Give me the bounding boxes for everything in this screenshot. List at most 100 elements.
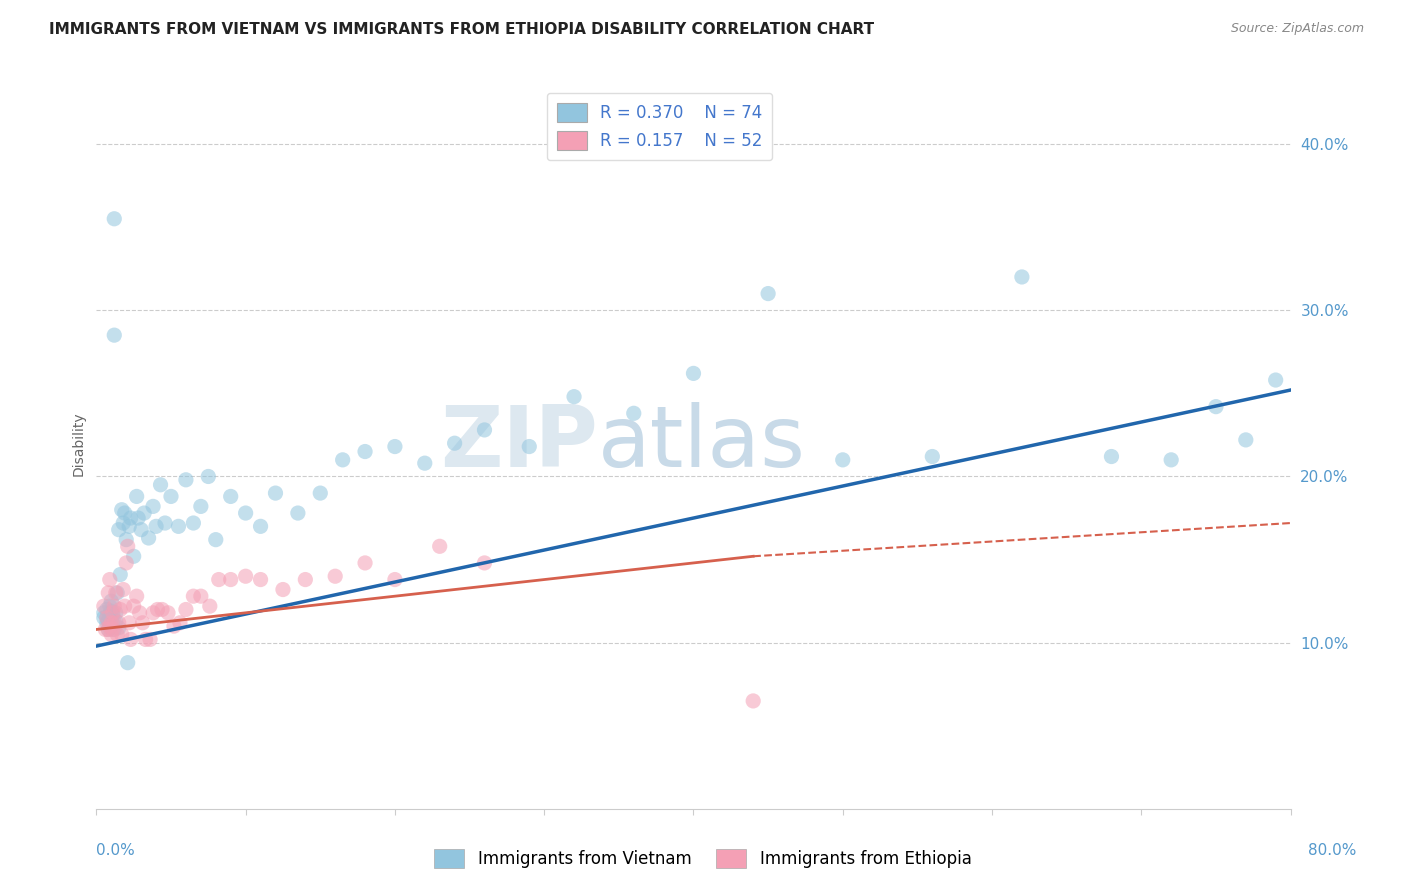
- Point: [104, 614, 127, 628]
- Point: [103, 623, 125, 637]
- Point: [413, 456, 436, 470]
- Point: [756, 286, 779, 301]
- Point: [1160, 453, 1182, 467]
- Point: [169, 615, 191, 630]
- Point: [115, 556, 138, 570]
- Point: [294, 573, 316, 587]
- Point: [249, 519, 271, 533]
- Point: [384, 573, 406, 587]
- Point: [107, 615, 129, 630]
- Point: [100, 627, 122, 641]
- Point: [1205, 400, 1227, 414]
- Point: [100, 604, 122, 618]
- Text: Source: ZipAtlas.com: Source: ZipAtlas.com: [1230, 22, 1364, 36]
- Point: [122, 599, 145, 614]
- Point: [219, 573, 242, 587]
- Text: IMMIGRANTS FROM VIETNAM VS IMMIGRANTS FROM ETHIOPIA DISABILITY CORRELATION CHART: IMMIGRANTS FROM VIETNAM VS IMMIGRANTS FR…: [49, 22, 875, 37]
- Point: [100, 619, 122, 633]
- Point: [160, 490, 183, 504]
- Point: [183, 516, 205, 530]
- Point: [101, 606, 124, 620]
- Point: [100, 594, 122, 608]
- Point: [97, 614, 120, 628]
- Point: [96, 602, 118, 616]
- Point: [110, 602, 132, 616]
- Point: [517, 440, 540, 454]
- Point: [623, 406, 645, 420]
- Point: [114, 506, 136, 520]
- Point: [831, 453, 853, 467]
- Point: [354, 556, 377, 570]
- Point: [110, 567, 132, 582]
- Point: [101, 607, 124, 622]
- Point: [174, 473, 197, 487]
- Point: [235, 506, 257, 520]
- Point: [198, 599, 221, 614]
- Point: [105, 586, 128, 600]
- Point: [101, 617, 124, 632]
- Point: [142, 500, 165, 514]
- Text: 80.0%: 80.0%: [1309, 843, 1357, 858]
- Point: [153, 516, 176, 530]
- Point: [384, 440, 406, 454]
- Point: [122, 549, 145, 564]
- Point: [98, 619, 121, 633]
- Point: [97, 623, 120, 637]
- Point: [98, 621, 121, 635]
- Point: [139, 632, 162, 647]
- Point: [138, 531, 160, 545]
- Point: [98, 573, 121, 587]
- Point: [96, 615, 118, 630]
- Point: [287, 506, 309, 520]
- Point: [235, 569, 257, 583]
- Point: [120, 511, 142, 525]
- Point: [125, 589, 148, 603]
- Point: [1234, 433, 1257, 447]
- Point: [135, 632, 157, 647]
- Point: [354, 444, 377, 458]
- Point: [332, 453, 354, 467]
- Point: [112, 516, 135, 530]
- Point: [249, 573, 271, 587]
- Point: [190, 500, 212, 514]
- Point: [208, 573, 231, 587]
- Point: [115, 533, 138, 547]
- Point: [474, 556, 496, 570]
- Point: [98, 609, 121, 624]
- Point: [96, 611, 118, 625]
- Point: [429, 539, 451, 553]
- Text: ZIP: ZIP: [440, 401, 598, 484]
- Point: [100, 612, 122, 626]
- Point: [112, 582, 135, 597]
- Point: [264, 486, 287, 500]
- Point: [145, 519, 167, 533]
- Point: [93, 599, 115, 614]
- Point: [103, 211, 125, 226]
- Point: [93, 606, 115, 620]
- Point: [167, 519, 190, 533]
- Point: [114, 599, 136, 614]
- Point: [118, 519, 141, 533]
- Point: [103, 599, 125, 614]
- Point: [146, 602, 169, 616]
- Point: [443, 436, 465, 450]
- Point: [101, 623, 124, 637]
- Point: [682, 367, 704, 381]
- Point: [309, 486, 332, 500]
- Point: [219, 490, 242, 504]
- Point: [107, 621, 129, 635]
- Point: [103, 328, 125, 343]
- Point: [93, 611, 115, 625]
- Point: [105, 627, 128, 641]
- Point: [562, 390, 585, 404]
- Point: [271, 582, 294, 597]
- Point: [183, 589, 205, 603]
- Point: [120, 632, 142, 647]
- Point: [134, 506, 156, 520]
- Point: [197, 469, 219, 483]
- Point: [104, 606, 127, 620]
- Point: [117, 656, 139, 670]
- Point: [104, 586, 127, 600]
- Point: [94, 623, 117, 637]
- Point: [174, 602, 197, 616]
